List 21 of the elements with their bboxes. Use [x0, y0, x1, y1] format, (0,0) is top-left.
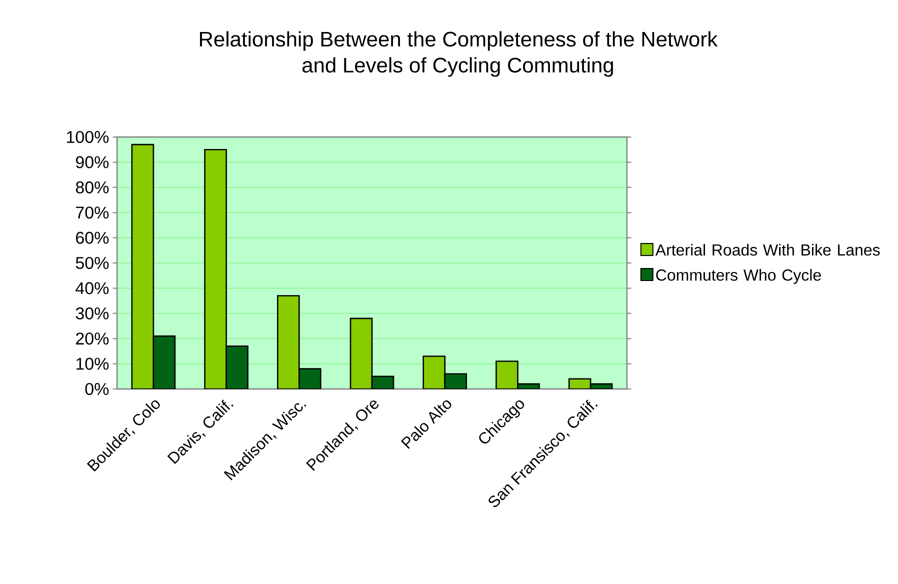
bar — [132, 144, 154, 389]
bar — [226, 346, 248, 389]
y-tick-label: 70% — [76, 206, 109, 219]
legend-label: Commuters Who Cycle — [656, 268, 821, 284]
bar — [350, 318, 372, 389]
y-tick-label: 0% — [85, 382, 109, 396]
y-tick-label: 40% — [76, 282, 109, 294]
y-tick-label: 90% — [76, 156, 109, 168]
y-tick-label: 30% — [76, 307, 109, 320]
chart-title: Relationship Between the Completeness of the Network and Levels of Cycling Commuting — [200, 31, 718, 77]
bar — [278, 296, 300, 389]
y-tick-label: 10% — [76, 358, 109, 370]
y-tick-label: 100% — [67, 130, 109, 144]
bar — [204, 150, 226, 389]
y-tick-label: 60% — [76, 232, 109, 244]
legend-label: Arterial Roads With Bike Lanes — [655, 244, 880, 256]
x-tick-label: Palo Alto — [400, 400, 452, 449]
y-tick-label: 20% — [76, 332, 109, 345]
y-tick-label: 80% — [76, 181, 109, 194]
bar — [153, 336, 175, 389]
y-tick-label: 50% — [76, 256, 109, 270]
